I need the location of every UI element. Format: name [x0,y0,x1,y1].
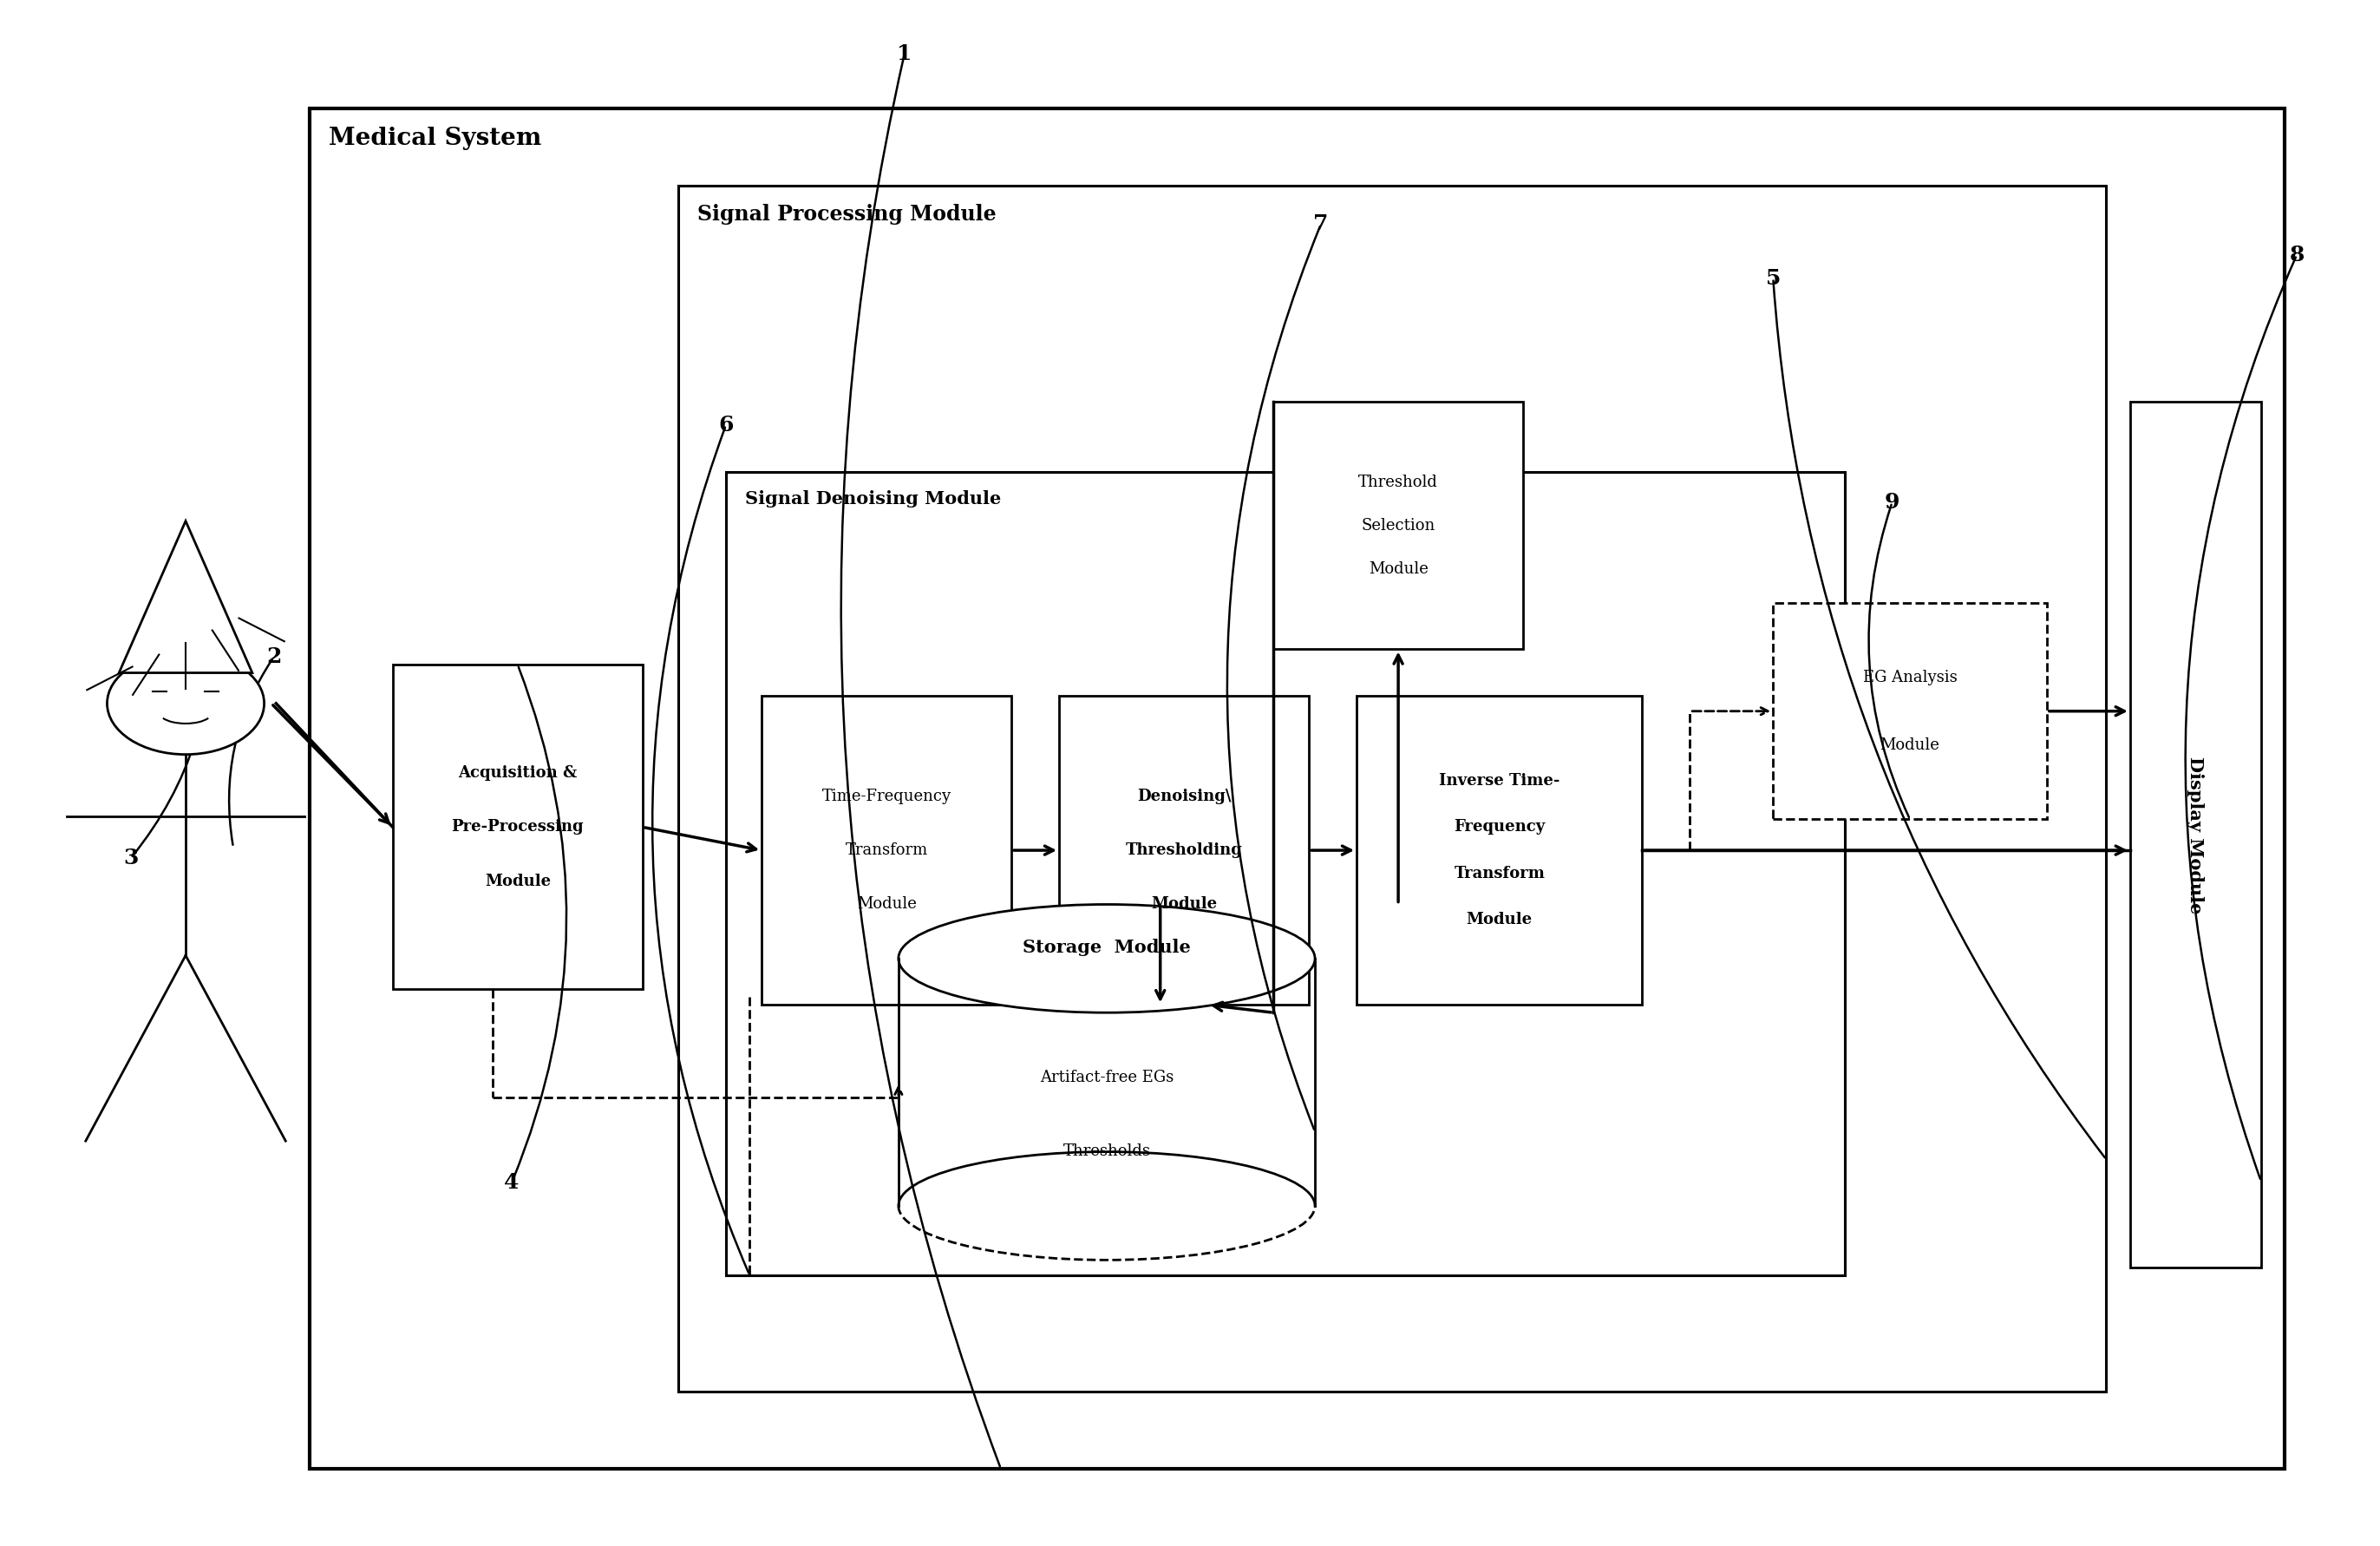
Text: Module: Module [1152,897,1216,912]
Text: Transform: Transform [1454,866,1545,881]
Text: Denoising\: Denoising\ [1138,788,1230,804]
Text: EG Analysis: EG Analysis [1864,669,1956,685]
Text: Selection: Selection [1361,518,1435,533]
Polygon shape [119,521,252,673]
Text: Module: Module [1466,912,1533,928]
Text: Transform: Transform [845,843,928,858]
Text: 6: 6 [719,414,733,436]
Bar [1773,603,2047,819]
Text: Threshold: Threshold [1359,475,1438,490]
Text: Module: Module [857,897,916,912]
Text: Acquisition &: Acquisition & [457,765,578,781]
Ellipse shape [900,904,1314,1013]
Text: Display Module: Display Module [2187,756,2204,914]
Text: Thresholds: Thresholds [1064,1144,1150,1160]
Text: 4: 4 [505,1172,519,1194]
Text: Time-Frequency: Time-Frequency [821,788,952,804]
Text: Storage  Module: Storage Module [1023,938,1190,957]
Bar [678,186,2106,1391]
Bar [1059,696,1309,1005]
Text: 9: 9 [1885,492,1899,513]
Text: 3: 3 [124,847,138,869]
Text: Medical System: Medical System [328,127,540,150]
Circle shape [107,652,264,754]
Text: 1: 1 [897,43,912,65]
Text: Thresholding: Thresholding [1126,843,1242,858]
Text: Signal Processing Module: Signal Processing Module [697,204,997,224]
Text: Module: Module [486,873,550,889]
Text: 5: 5 [1766,267,1780,289]
Bar [762,696,1012,1005]
Text: Module: Module [1368,561,1428,577]
Text: Inverse Time-: Inverse Time- [1440,773,1559,788]
Text: Signal Denoising Module: Signal Denoising Module [745,490,1002,507]
Text: 2: 2 [267,646,281,668]
Text: 8: 8 [2290,244,2304,266]
Text: Frequency: Frequency [1454,819,1545,835]
Bar [726,472,1844,1275]
Bar [393,665,643,989]
Bar [1273,402,1523,649]
Text: Module: Module [1880,737,1940,753]
Bar [1357,696,1642,1005]
Text: Pre-Processing: Pre-Processing [452,819,583,835]
Bar [309,108,2285,1469]
Text: Artifact-free EGs: Artifact-free EGs [1040,1070,1173,1085]
Bar [2130,402,2261,1268]
Text: 7: 7 [1314,213,1328,235]
